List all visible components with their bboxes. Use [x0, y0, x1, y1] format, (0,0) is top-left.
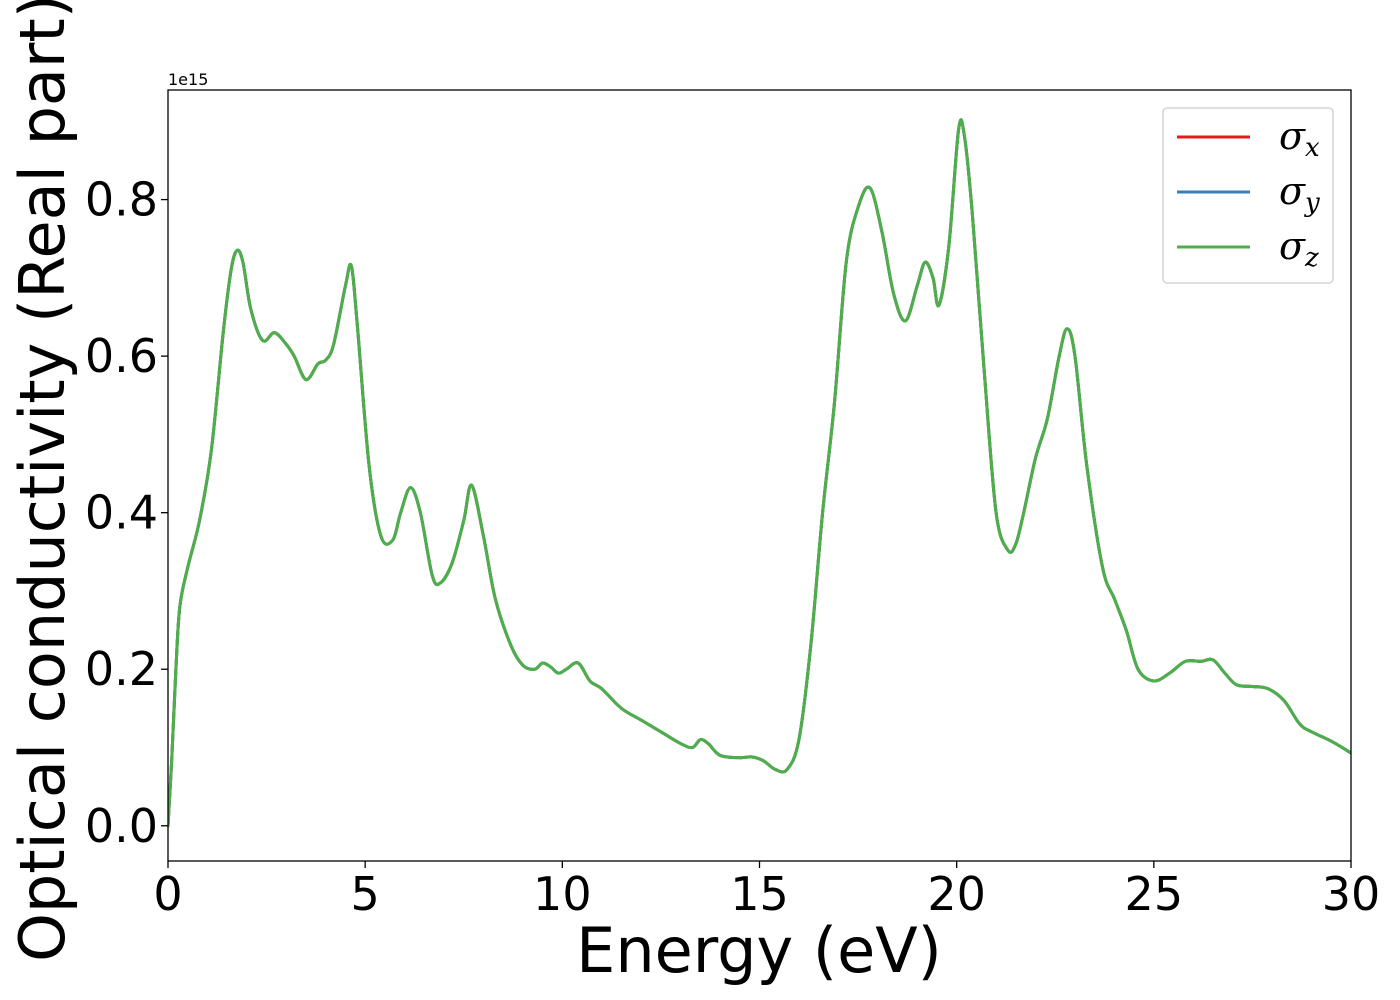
- x-tick-label: 30: [1322, 867, 1381, 921]
- series-line-z: [168, 118, 1351, 828]
- y-axis-title: Optical conductivity (Real part): [6, 0, 79, 962]
- y-tick-label: 0.0: [85, 799, 158, 853]
- x-tick-label: 25: [1125, 867, 1184, 921]
- legend-label-y: σy: [1279, 169, 1320, 218]
- legend: σx σy σz: [1162, 107, 1334, 284]
- x-tick-label: 15: [730, 867, 789, 921]
- x-tick-label: 0: [153, 867, 182, 921]
- plot-area: [168, 90, 1351, 861]
- legend-box: [1162, 107, 1334, 284]
- x-tick-label: 5: [351, 867, 380, 921]
- y-tick-label: 0.8: [85, 173, 158, 227]
- y-tick-label: 0.6: [85, 329, 158, 383]
- y-offset-label: 1e15: [168, 70, 208, 89]
- x-axis-title: Energy (eV): [576, 914, 942, 987]
- x-tick-label: 20: [927, 867, 986, 921]
- x-tick-label: 10: [533, 867, 592, 921]
- y-tick-label: 0.2: [85, 642, 158, 696]
- x-axis: 0 5 10 15 20 25 30: [153, 861, 1380, 921]
- series-layer: [168, 118, 1351, 828]
- y-axis: 0.0 0.2 0.4 0.6 0.8: [85, 173, 168, 853]
- legend-label-z: σz: [1279, 224, 1319, 273]
- y-tick-label: 0.4: [85, 486, 158, 540]
- legend-label-x: σx: [1279, 114, 1320, 163]
